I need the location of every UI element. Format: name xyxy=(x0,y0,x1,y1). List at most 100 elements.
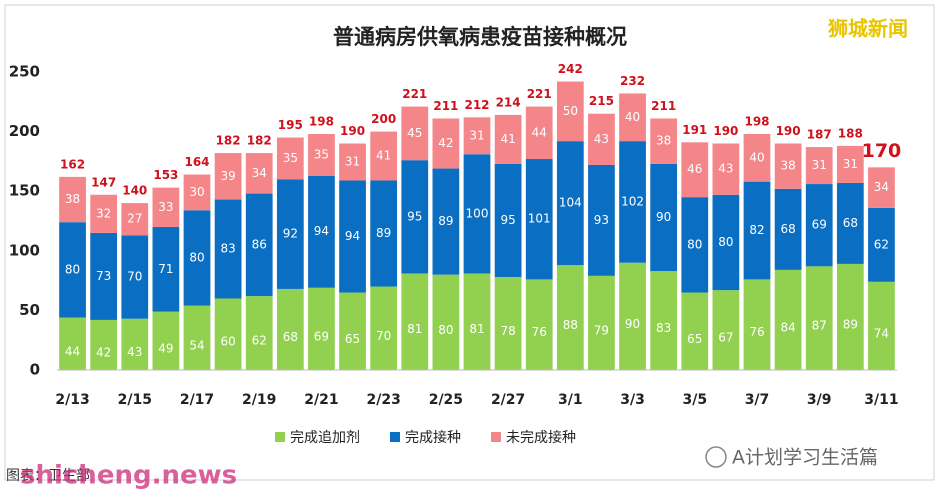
legend-label: 完成追加剂 xyxy=(290,430,360,446)
bar-segment xyxy=(152,187,180,227)
total-label: 214 xyxy=(496,95,521,109)
bar-segment xyxy=(805,147,833,185)
bar-segment xyxy=(774,269,802,370)
y-tick-label: 50 xyxy=(19,301,40,319)
bar-segment xyxy=(432,118,460,169)
value-label: 89 xyxy=(376,226,391,240)
bar-segment xyxy=(868,207,895,282)
bar-segment xyxy=(401,160,429,274)
value-label: 34 xyxy=(874,180,889,194)
value-label: 94 xyxy=(314,224,329,238)
bar-segment xyxy=(805,266,833,370)
value-label: 43 xyxy=(594,132,609,146)
y-tick-label: 100 xyxy=(9,241,40,259)
total-label: 221 xyxy=(527,87,552,101)
value-label: 35 xyxy=(283,151,298,165)
bar-segment xyxy=(214,199,242,299)
legend-swatch xyxy=(491,432,501,442)
bar-segment xyxy=(681,197,709,293)
value-label: 101 xyxy=(528,212,551,226)
total-label: 190 xyxy=(713,124,738,138)
total-label: 212 xyxy=(464,98,489,112)
value-label: 68 xyxy=(843,216,858,230)
x-tick-label: 3/7 xyxy=(745,392,770,408)
value-label: 30 xyxy=(189,185,204,199)
value-label: 69 xyxy=(812,218,827,232)
total-label: 195 xyxy=(278,118,303,132)
total-label: 164 xyxy=(184,155,209,169)
value-label: 76 xyxy=(532,325,547,339)
bar-segment xyxy=(743,279,771,370)
bar-segment xyxy=(619,93,646,142)
x-tick-label: 2/15 xyxy=(118,392,152,408)
value-label: 81 xyxy=(469,322,484,336)
bar-segment xyxy=(214,153,242,200)
bar-segment xyxy=(712,290,740,370)
y-tick-label: 200 xyxy=(9,122,40,140)
chart-title: 普通病房供氧病患疫苗接种概况 xyxy=(333,25,627,49)
bar-segment xyxy=(59,222,86,318)
value-label: 104 xyxy=(559,196,582,210)
bar-segment xyxy=(836,182,864,264)
bar-segment xyxy=(743,181,771,280)
value-label: 70 xyxy=(376,329,391,343)
bar-segment xyxy=(588,275,615,370)
value-label: 94 xyxy=(345,229,360,243)
value-label: 39 xyxy=(220,169,235,183)
value-label: 70 xyxy=(127,270,142,284)
bar-segment xyxy=(463,117,491,155)
value-label: 38 xyxy=(780,159,795,173)
x-tick-label: 2/23 xyxy=(366,392,400,408)
value-label: 79 xyxy=(594,323,609,337)
value-label: 34 xyxy=(252,166,267,180)
bar-segment xyxy=(712,194,740,291)
bar-segment xyxy=(556,265,584,370)
bar-segment xyxy=(245,153,273,194)
total-label: 242 xyxy=(558,62,583,76)
x-tick-label: 3/3 xyxy=(620,392,645,408)
value-label: 76 xyxy=(749,325,764,339)
value-label: 38 xyxy=(65,192,80,206)
bar-segment xyxy=(339,292,366,370)
value-label: 33 xyxy=(158,200,173,214)
value-label: 31 xyxy=(843,157,858,171)
value-label: 80 xyxy=(718,235,733,249)
total-label: 162 xyxy=(60,157,85,171)
bar-segment xyxy=(276,288,304,370)
bar-segment xyxy=(650,163,678,272)
value-label: 80 xyxy=(189,250,204,264)
value-label: 68 xyxy=(283,330,298,344)
value-label: 44 xyxy=(532,125,547,139)
value-label: 86 xyxy=(252,237,267,251)
value-label: 40 xyxy=(749,150,764,164)
x-tick-label: 3/5 xyxy=(682,392,707,408)
value-label: 93 xyxy=(594,213,609,227)
total-label: 182 xyxy=(216,134,241,148)
bar-segment xyxy=(525,279,553,370)
total-label: 170 xyxy=(862,140,902,162)
value-label: 50 xyxy=(563,104,578,118)
x-tick-label: 2/21 xyxy=(304,392,338,408)
bar-segment xyxy=(650,118,678,164)
value-label: 80 xyxy=(687,237,702,251)
value-label: 83 xyxy=(220,242,235,256)
value-label: 27 xyxy=(127,212,142,226)
value-label: 49 xyxy=(158,341,173,355)
bar-segment xyxy=(681,292,709,370)
bar-segment xyxy=(121,203,149,236)
total-label: 198 xyxy=(309,114,334,128)
value-label: 62 xyxy=(874,237,889,251)
value-label: 100 xyxy=(466,206,489,220)
value-label: 60 xyxy=(220,335,235,349)
y-tick-label: 150 xyxy=(9,182,40,200)
bar-segment xyxy=(463,273,491,370)
value-label: 43 xyxy=(127,345,142,359)
value-label: 38 xyxy=(656,134,671,148)
bar-segment xyxy=(121,235,149,319)
bar-segment xyxy=(556,81,584,142)
bar-segment xyxy=(681,142,709,198)
bar-segment xyxy=(836,145,864,183)
bar-segment xyxy=(183,305,211,370)
bar-segment xyxy=(370,180,398,287)
total-label: 190 xyxy=(776,124,801,138)
